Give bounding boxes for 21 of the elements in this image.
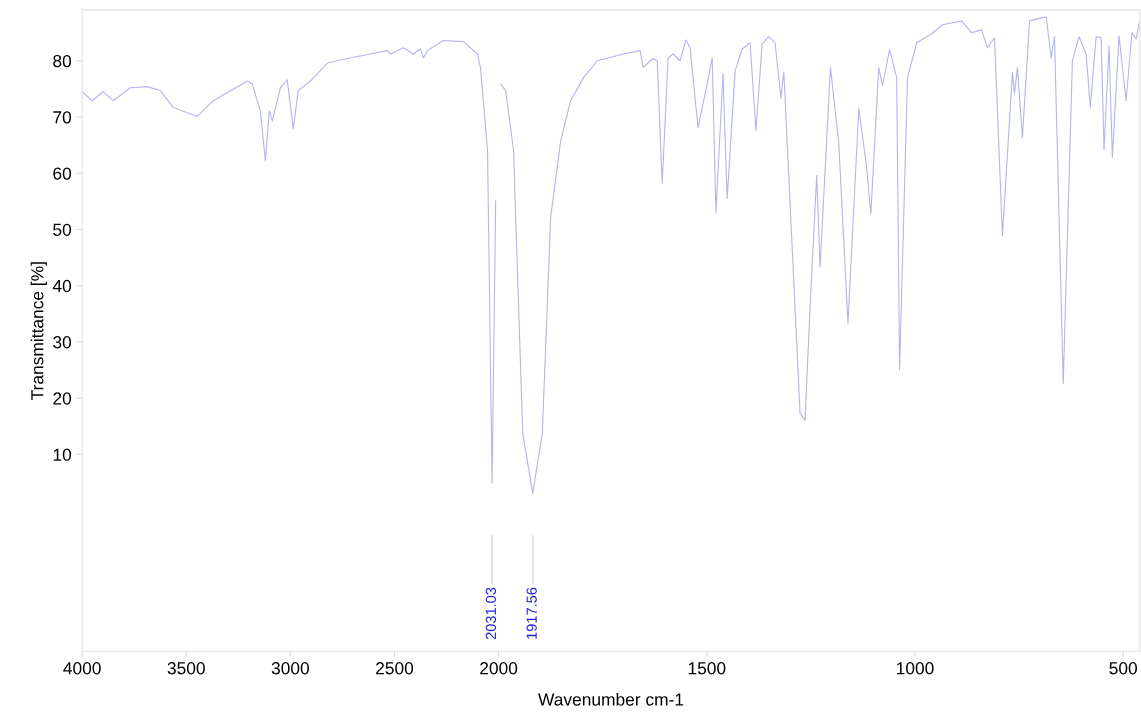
- y-tick-label: 80: [53, 54, 72, 68]
- x-tick-label: 2500: [376, 662, 414, 675]
- y-tick-label: 60: [53, 167, 72, 180]
- x-axis-title: Wavenumber cm-1: [538, 692, 684, 706]
- y-tick-label: 70: [53, 111, 72, 124]
- y-tick-label: 10: [53, 448, 72, 461]
- x-tick-label: 500: [1109, 662, 1138, 675]
- y-axis-title: Transmittance [%]: [30, 262, 47, 400]
- y-tick-label: 40: [52, 279, 72, 293]
- y-tick-label: 20: [53, 392, 72, 405]
- x-tick-label: 1500: [688, 662, 726, 675]
- x-tick-label: 3500: [167, 662, 205, 675]
- x-tick-label: 1000: [897, 662, 934, 675]
- x-tick-label: 3000: [271, 662, 309, 675]
- y-tick-label: 50: [53, 223, 72, 236]
- y-tick-label: 30: [53, 336, 72, 349]
- ref-line-label: 2031.03: [485, 587, 497, 640]
- x-tick-label: 2000: [480, 662, 518, 675]
- x-tick-label: 4000: [63, 662, 101, 675]
- line-series: [82, 39, 497, 484]
- ref-line-label: 1917.56: [526, 587, 537, 639]
